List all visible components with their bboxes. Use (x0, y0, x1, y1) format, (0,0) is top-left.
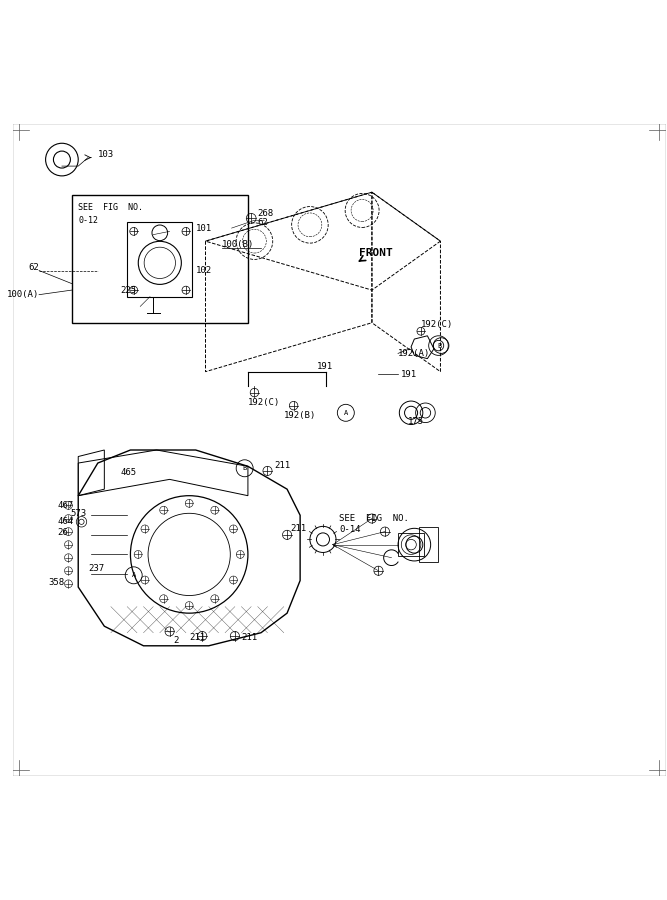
Text: 62: 62 (257, 219, 268, 228)
Bar (398, 533, 424, 556)
Text: 103: 103 (98, 149, 114, 158)
Text: 211: 211 (241, 634, 257, 643)
Bar (71, 195, 248, 323)
Text: 62: 62 (28, 263, 39, 272)
Text: 211: 211 (274, 461, 290, 470)
Text: 225: 225 (121, 285, 137, 294)
Text: B: B (243, 465, 247, 472)
Text: 191: 191 (316, 362, 333, 371)
Text: 2: 2 (173, 636, 178, 645)
Text: 100(B): 100(B) (222, 240, 254, 249)
Text: 102: 102 (195, 266, 212, 275)
Text: 237: 237 (88, 564, 104, 573)
Text: A: A (344, 410, 348, 416)
Text: 100(A): 100(A) (7, 290, 39, 299)
Text: 211: 211 (290, 524, 306, 533)
Text: 192(C): 192(C) (248, 398, 280, 407)
Text: 191: 191 (402, 371, 418, 380)
Text: 101: 101 (195, 223, 212, 232)
Text: SEE  FIG  NO.: SEE FIG NO. (340, 514, 409, 523)
Text: A: A (131, 572, 136, 579)
Text: 573: 573 (71, 508, 87, 518)
Text: 211: 211 (189, 634, 205, 643)
Text: 0-14: 0-14 (340, 525, 361, 534)
Text: 465: 465 (121, 468, 137, 477)
Text: 467: 467 (57, 501, 73, 510)
Text: 268: 268 (257, 209, 274, 218)
Text: 192(C): 192(C) (421, 320, 453, 329)
Text: SEE  FIG  NO.: SEE FIG NO. (78, 202, 143, 211)
Text: 26: 26 (57, 528, 68, 537)
Text: 192(B): 192(B) (284, 411, 316, 420)
Text: 175: 175 (408, 418, 424, 427)
Text: 192(A): 192(A) (398, 349, 430, 358)
Text: 464: 464 (57, 518, 73, 526)
Bar (419, 527, 438, 562)
Text: FRONT: FRONT (359, 248, 393, 258)
Text: B: B (438, 343, 442, 348)
Text: 0-12: 0-12 (78, 216, 98, 225)
Text: 358: 358 (49, 578, 65, 587)
Bar (127, 221, 193, 297)
